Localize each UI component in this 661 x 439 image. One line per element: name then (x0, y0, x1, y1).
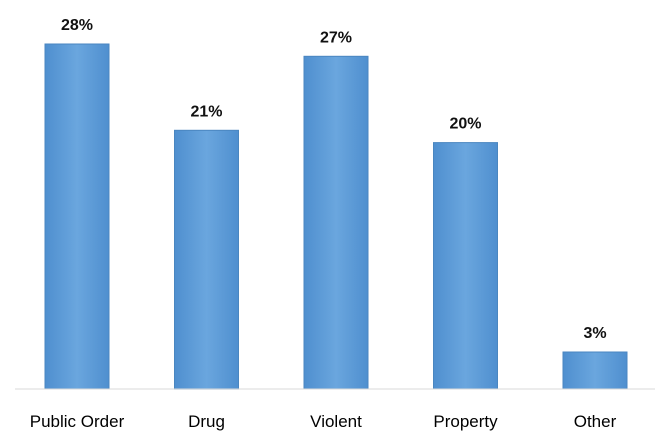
value-label-violent: 27% (320, 29, 352, 46)
category-label-violent: Violent (310, 412, 362, 431)
bar-other (562, 351, 628, 390)
value-labels-layer: 28% 21% 27% 20% 3% (61, 17, 607, 342)
value-label-property: 20% (449, 116, 481, 133)
value-label-drug: 21% (190, 103, 222, 120)
bars-layer (44, 43, 628, 390)
category-label-drug: Drug (188, 412, 225, 431)
value-label-other: 3% (583, 325, 606, 342)
value-label-public-order: 28% (61, 17, 93, 34)
bar-drug (174, 129, 239, 390)
category-label-property: Property (433, 412, 498, 431)
category-label-other: Other (574, 412, 617, 431)
bar-public-order (44, 43, 110, 390)
category-label-public-order: Public Order (30, 412, 125, 431)
bar-violent (303, 55, 369, 390)
bar-property (433, 142, 498, 390)
category-labels-layer: Public Order Drug Violent Property Other (30, 412, 617, 431)
